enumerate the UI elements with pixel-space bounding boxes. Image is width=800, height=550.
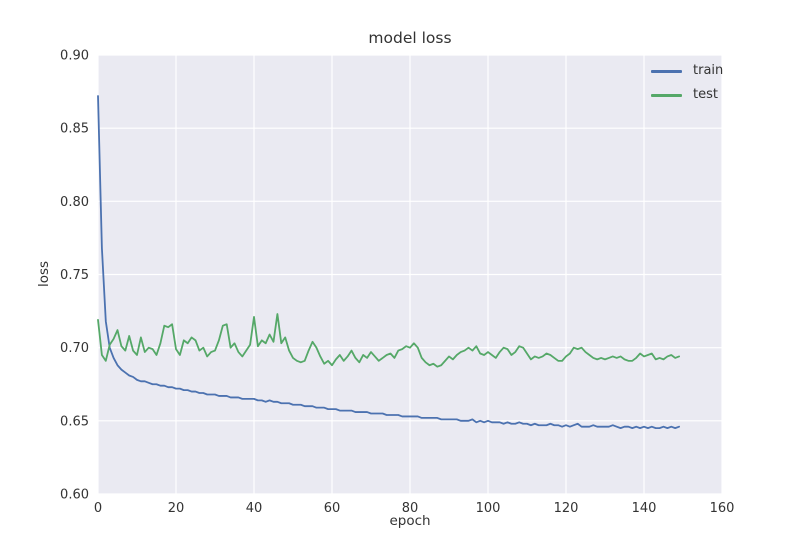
y-tick-label: 0.90 (60, 49, 89, 64)
train-line (97, 95, 680, 430)
legend-item-test: test (651, 86, 723, 104)
legend-label-train: train (693, 63, 724, 78)
y-axis-label: loss (36, 260, 52, 288)
y-tick-label: 0.60 (60, 488, 89, 503)
y-tick-label: 0.85 (60, 122, 89, 137)
legend-item-train: train (651, 62, 723, 80)
x-tick-label: 40 (246, 501, 263, 516)
test-line-swatch (651, 93, 682, 97)
chart-title: model loss (368, 29, 452, 47)
x-tick-label: 140 (632, 501, 657, 516)
x-tick-label: 20 (168, 501, 185, 516)
x-tick-label: 80 (402, 501, 419, 516)
x-tick-label: 0 (94, 501, 102, 516)
x-axis-label: epoch (389, 513, 431, 529)
train-line-swatch (651, 69, 682, 73)
y-tick-label: 0.70 (60, 341, 89, 356)
x-tick-label: 60 (324, 501, 341, 516)
x-tick-label: 120 (554, 501, 579, 516)
y-tick-label: 0.75 (60, 268, 89, 283)
x-tick-label: 100 (476, 501, 501, 516)
test-line (97, 313, 680, 368)
legend: train test (651, 62, 723, 104)
y-tick-label: 0.65 (60, 414, 89, 429)
y-tick-label: 0.80 (60, 195, 89, 210)
legend-label-test: test (693, 87, 718, 102)
x-tick-label: 160 (710, 501, 735, 516)
